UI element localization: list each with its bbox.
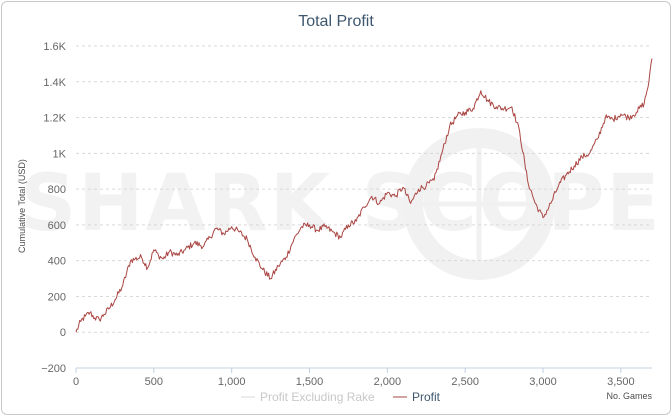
legend: Profit Excluding Rake Profit	[241, 390, 441, 404]
x-tick-label: 3,000	[529, 376, 557, 388]
y-tick-label: 200	[48, 291, 66, 303]
y-tick-label: 1.2K	[43, 113, 66, 125]
legend-item-profit[interactable]: Profit	[393, 390, 441, 404]
watermark: SHARK SCOPE	[20, 128, 662, 280]
x-tick-label: 500	[145, 376, 163, 388]
x-tick-label: 1,500	[296, 376, 324, 388]
y-axis-ticks: −200 0 200 400 600 800 1K 1.2K 1.4K 1.6K	[41, 41, 66, 375]
y-tick-label: 1K	[53, 148, 67, 160]
y-tick-label: 1.6K	[43, 41, 66, 53]
watermark-text: SHARK SCOPE	[20, 159, 662, 249]
legend-label-profit: Profit	[412, 390, 441, 404]
x-axis-label: No. Games	[606, 391, 652, 401]
y-tick-label: 600	[48, 220, 66, 232]
chart-title: Total Profit	[298, 13, 374, 30]
x-tick-label: 3,500	[607, 376, 635, 388]
legend-item-profit-excluding-rake[interactable]: Profit Excluding Rake	[241, 390, 375, 404]
x-tick-label: 1,000	[218, 376, 246, 388]
y-tick-label: 1.4K	[43, 77, 66, 89]
x-axis-ticks: 0 500 1,000 1,500 2,000 2,500 3,000 3,500	[73, 368, 635, 388]
x-tick-label: 0	[73, 376, 79, 388]
y-tick-label: 0	[60, 327, 66, 339]
x-tick-label: 2,500	[451, 376, 479, 388]
y-tick-label: 400	[48, 256, 66, 268]
x-tick-label: 2,000	[374, 376, 402, 388]
series-layer	[75, 58, 653, 333]
y-tick-label: 800	[48, 184, 66, 196]
y-tick-label: −200	[41, 363, 66, 375]
series-line-profit	[75, 58, 653, 333]
legend-label-profit-excluding-rake: Profit Excluding Rake	[260, 390, 375, 404]
y-axis-label: Cumulative Total (USD)	[17, 159, 27, 253]
grid-lines	[76, 45, 652, 369]
